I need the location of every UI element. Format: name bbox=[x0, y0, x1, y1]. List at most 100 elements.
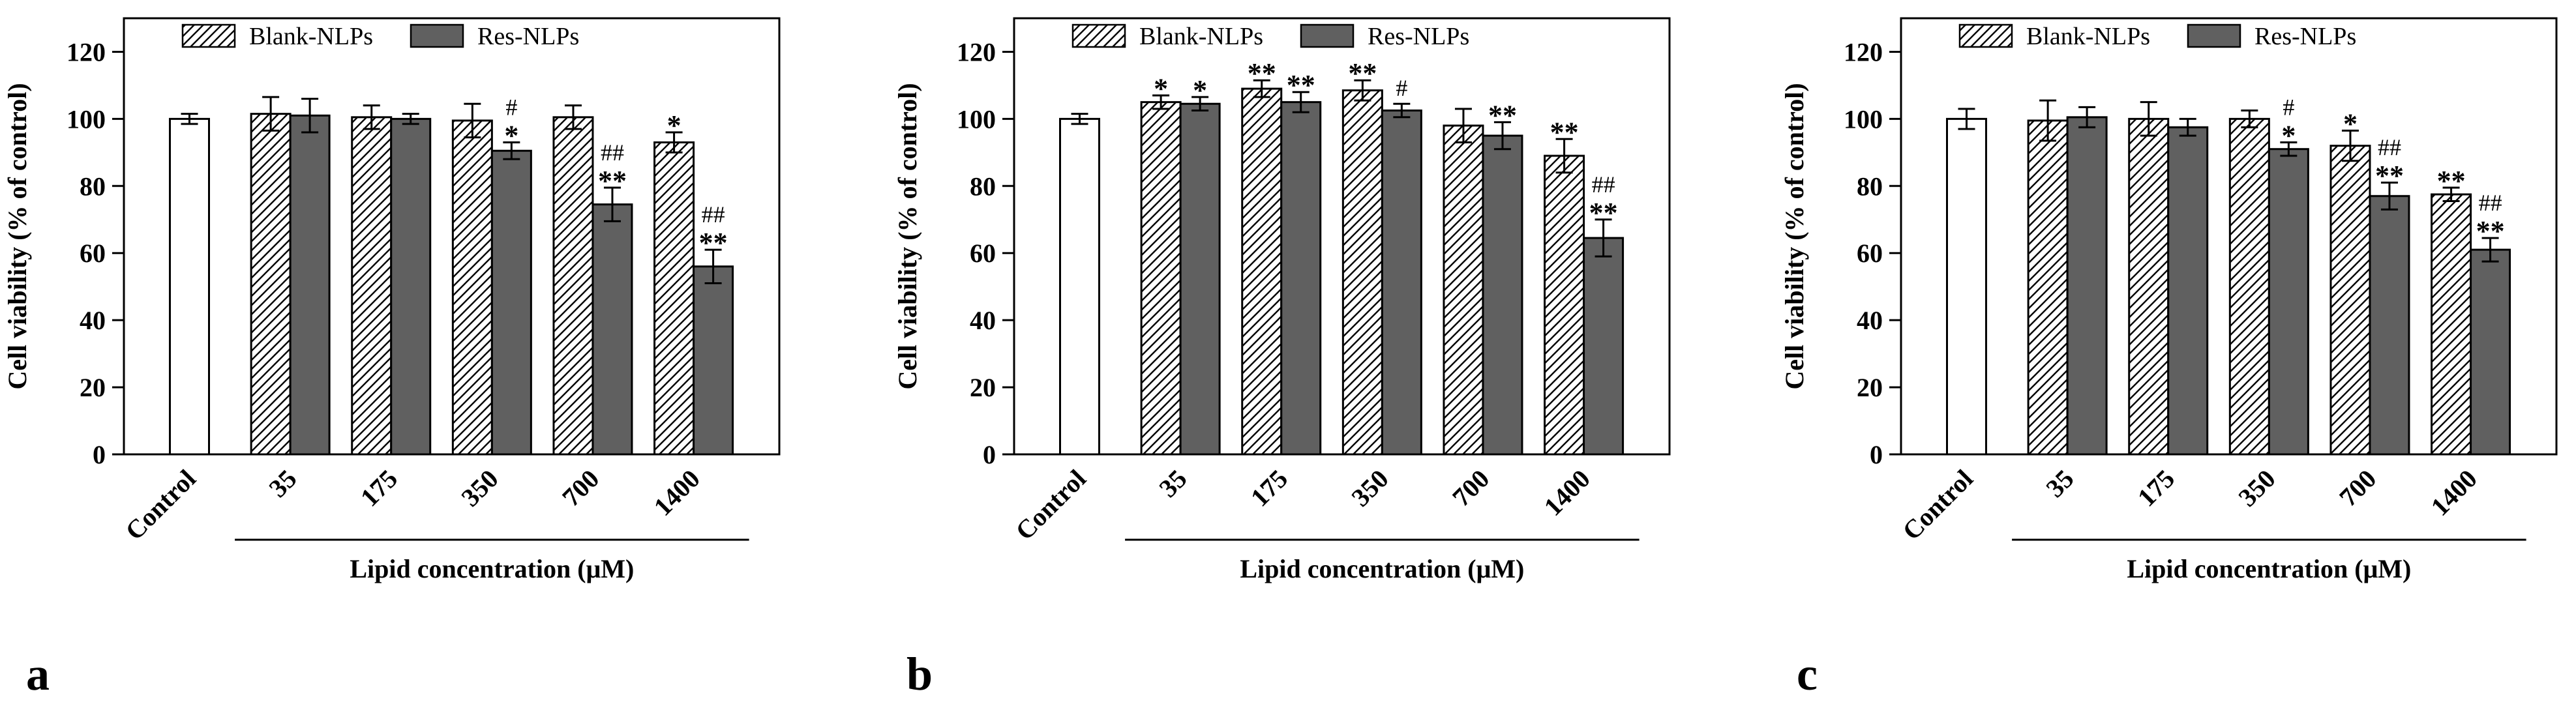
y-tick-label: 120 bbox=[67, 37, 106, 66]
bar-blank-nlps bbox=[351, 116, 393, 456]
legend-label-blank: Blank-NLPs bbox=[249, 23, 373, 50]
bar-blank-nlps bbox=[1544, 154, 1585, 456]
x-tick-label: 350 bbox=[455, 464, 503, 512]
significance-star: ** bbox=[1287, 69, 1315, 101]
bar-res-nlps bbox=[1482, 134, 1523, 456]
bar-blank-nlps bbox=[2027, 119, 2069, 456]
x-tick-label: 175 bbox=[2132, 464, 2180, 512]
bar-blank-nlps bbox=[653, 141, 695, 456]
bar-res-nlps bbox=[592, 203, 633, 456]
significance-hash: # bbox=[2283, 94, 2294, 120]
panel-c: 0 20 40 60 80 100 120 Cell viability (% of cont… bbox=[1780, 17, 2558, 700]
bar-blank-nlps bbox=[2228, 117, 2270, 456]
y-tick-label: 0 bbox=[983, 440, 996, 469]
legend-swatch-blank bbox=[1958, 23, 2013, 48]
y-tick-label: 20 bbox=[1857, 373, 1883, 402]
panel-a: 0 20 40 60 80 100 120 Cell viability (% of cont… bbox=[3, 17, 781, 700]
significance-star: * bbox=[1193, 74, 1207, 106]
significance-star: ** bbox=[598, 165, 627, 197]
x-tick-label: 1400 bbox=[648, 464, 706, 521]
panel-b: 0 20 40 60 80 100 120 Cell viability (% of cont… bbox=[893, 17, 1671, 700]
significance-star: * bbox=[2343, 108, 2358, 139]
bar-res-nlps bbox=[1583, 237, 1625, 456]
bar-control bbox=[1059, 117, 1100, 456]
x-tick-label: 35 bbox=[1153, 464, 1192, 503]
y-tick-label: 100 bbox=[957, 104, 996, 134]
bar-res-nlps bbox=[390, 117, 432, 456]
legend-label-blank: Blank-NLPs bbox=[1139, 23, 1263, 50]
y-tick-label: 40 bbox=[80, 306, 106, 335]
y-tick-label: 80 bbox=[80, 171, 106, 201]
x-axis-title: Lipid concentration (μM) bbox=[2127, 554, 2411, 583]
x-tick-label-control: Control bbox=[1010, 464, 1092, 546]
panel-letter: b bbox=[906, 648, 933, 700]
significance-hash: ## bbox=[702, 201, 725, 227]
y-axis-title: Cell viability (% of control) bbox=[3, 83, 32, 389]
significance-star: ** bbox=[2375, 160, 2404, 192]
bar-blank-nlps bbox=[1443, 125, 1484, 456]
x-tick-label-control: Control bbox=[1896, 464, 1979, 546]
bar-blank-nlps bbox=[2329, 145, 2371, 456]
significance-hash: ## bbox=[1592, 171, 1615, 198]
legend-swatch-res bbox=[410, 23, 464, 48]
y-tick-label: 80 bbox=[970, 171, 996, 201]
bar-res-nlps bbox=[2066, 116, 2108, 456]
bar-res-nlps bbox=[2268, 148, 2309, 456]
x-tick-label-control: Control bbox=[119, 464, 202, 546]
x-axis-title: Lipid concentration (μM) bbox=[350, 554, 634, 583]
x-tick-label: 700 bbox=[1446, 464, 1495, 512]
y-tick-label: 40 bbox=[970, 306, 996, 335]
significance-star: ** bbox=[1550, 116, 1579, 148]
x-tick-label: 1400 bbox=[2425, 464, 2483, 521]
legend-label-blank: Blank-NLPs bbox=[2026, 23, 2150, 50]
legend-swatch-res bbox=[1300, 23, 1355, 48]
y-tick-label: 0 bbox=[1870, 440, 1883, 469]
legend-swatch-blank bbox=[181, 23, 236, 48]
y-tick-label: 60 bbox=[1857, 239, 1883, 268]
x-tick-label: 350 bbox=[2232, 464, 2281, 512]
bar-blank-nlps bbox=[451, 119, 493, 456]
significance-star: ** bbox=[1348, 57, 1377, 89]
bar-res-nlps bbox=[693, 265, 734, 456]
x-tick-label: 175 bbox=[355, 464, 403, 512]
y-tick-label: 20 bbox=[80, 373, 106, 402]
x-tick-label: 175 bbox=[1245, 464, 1293, 512]
bar-res-nlps bbox=[2167, 126, 2209, 456]
bar-res-nlps bbox=[2470, 248, 2511, 456]
legend-label-res: Res-NLPs bbox=[2254, 23, 2356, 50]
bar-blank-nlps bbox=[1241, 87, 1283, 456]
y-tick-label: 80 bbox=[1857, 171, 1883, 201]
bar-res-nlps bbox=[289, 114, 331, 456]
significance-star: * bbox=[2281, 119, 2296, 151]
plot-frame bbox=[123, 17, 781, 456]
bar-blank-nlps bbox=[1341, 89, 1383, 456]
y-tick-label: 40 bbox=[1857, 306, 1883, 335]
significance-hash: # bbox=[505, 94, 517, 120]
y-tick-label: 100 bbox=[1844, 104, 1883, 134]
y-axis-title: Cell viability (% of control) bbox=[1780, 83, 1809, 389]
legend-swatch-blank bbox=[1071, 23, 1126, 48]
significance-star: * bbox=[1154, 72, 1168, 104]
y-tick-label: 0 bbox=[93, 440, 106, 469]
significance-star: ** bbox=[699, 227, 728, 259]
bar-res-nlps bbox=[1381, 110, 1422, 456]
bar-control bbox=[1946, 117, 1987, 456]
significance-hash: # bbox=[1396, 75, 1407, 101]
y-tick-label: 20 bbox=[970, 373, 996, 402]
bar-res-nlps bbox=[2369, 195, 2410, 456]
legend-swatch-res bbox=[2187, 23, 2241, 48]
plot-frame bbox=[1013, 17, 1671, 456]
significance-star: * bbox=[667, 110, 681, 141]
significance-hash: ## bbox=[2479, 190, 2502, 216]
significance-star: ** bbox=[2476, 215, 2505, 247]
y-tick-label: 60 bbox=[80, 239, 106, 268]
x-tick-label: 700 bbox=[2333, 464, 2382, 512]
y-tick-label: 120 bbox=[1844, 37, 1883, 66]
x-tick-label: 1400 bbox=[1538, 464, 1596, 521]
y-tick-label: 120 bbox=[957, 37, 996, 66]
panel-letter: c bbox=[1797, 648, 1818, 700]
significance-star: ** bbox=[1589, 197, 1618, 229]
y-axis-title: Cell viability (% of control) bbox=[893, 83, 922, 389]
legend-label-res: Res-NLPs bbox=[477, 23, 579, 50]
